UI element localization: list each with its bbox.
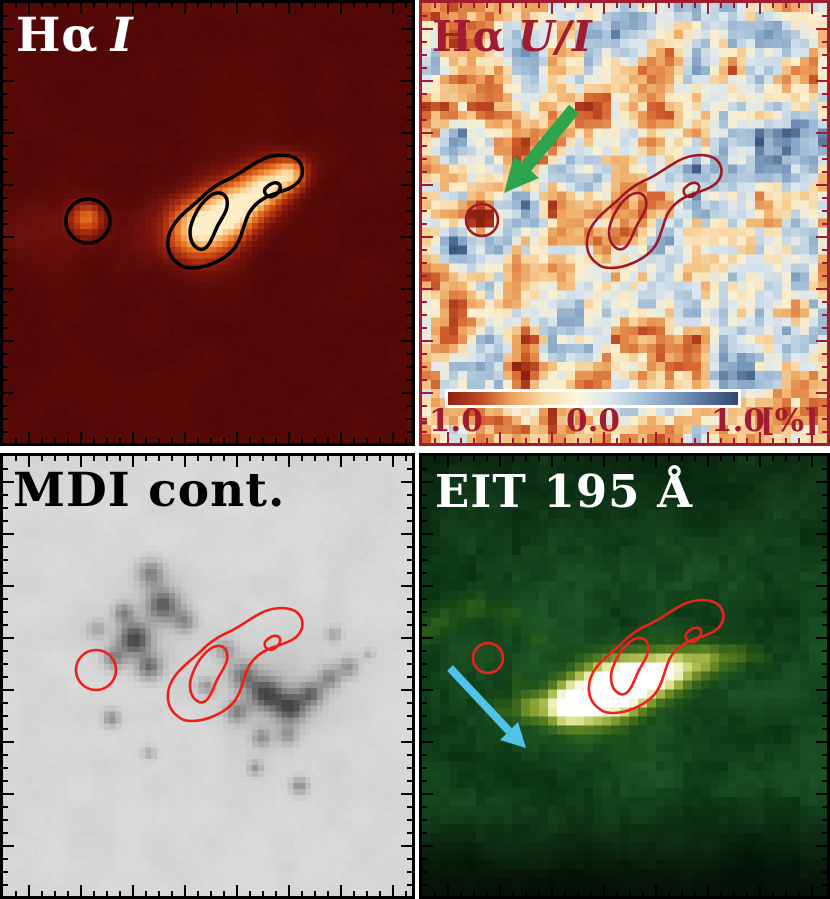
polarization-colorbar (445, 389, 741, 408)
panel-title-mdi: MDI cont. (13, 463, 286, 518)
panel-title-halpha-i: Hα I (16, 12, 134, 59)
colorbar-unit-label: [%] (760, 403, 819, 439)
panel-halpha-polarization: Hα U/I -1.0 0.0 1.0 [%] (419, 0, 830, 446)
panel-title-prefix: Hα (432, 12, 507, 61)
colorbar-tick-label-mid: 0.0 (566, 403, 620, 439)
panel-title-eit: EIT 195 Å (435, 465, 694, 518)
panel-title-suffix: I (110, 8, 134, 63)
panel-title-halpha-ui: Hα U/I (432, 16, 593, 58)
panel-title-suffix: U/I (518, 12, 593, 61)
colorbar-tick-label-min: -1.0 (419, 403, 483, 439)
panel-eit-195: EIT 195 Å (419, 453, 830, 899)
halpha-intensity-image (3, 3, 412, 443)
colorbar-tick-label-max: 1.0 (711, 403, 765, 439)
eit-195-image (422, 456, 827, 896)
panel-title-prefix: Hα (16, 8, 99, 63)
mdi-continuum-image (3, 456, 412, 896)
panel-mdi-continuum: MDI cont. (0, 453, 415, 899)
panel-halpha-intensity: Hα I (0, 0, 415, 446)
halpha-polarization-image (422, 3, 827, 443)
